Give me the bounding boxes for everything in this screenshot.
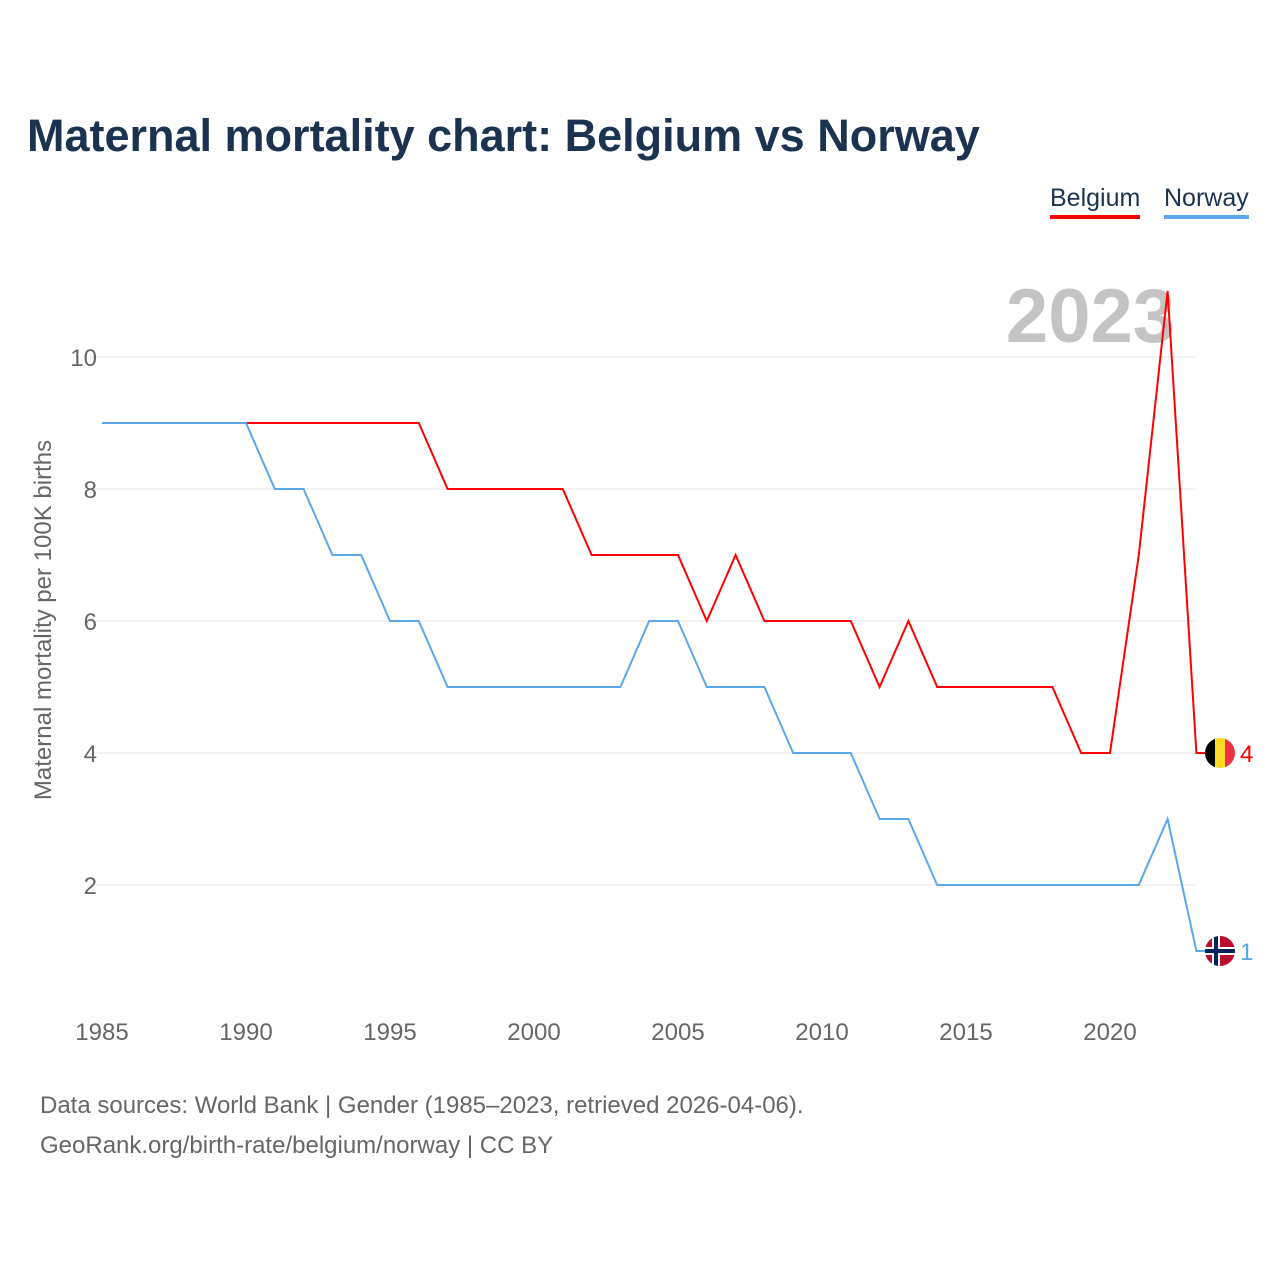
legend-norway[interactable]: Norway <box>1164 184 1249 219</box>
chart-title: Maternal mortality chart: Belgium vs Nor… <box>27 110 980 161</box>
source-line-2[interactable]: GeoRank.org/birth-rate/belgium/norway | … <box>40 1132 554 1159</box>
year-watermark: 2023 <box>1006 274 1175 359</box>
source-line-1: Data sources: World Bank | Gender (1985–… <box>40 1092 804 1119</box>
x-tick-label: 1985 <box>75 1019 128 1046</box>
y-tick-label: 2 <box>84 873 97 900</box>
x-tick-label: 2015 <box>939 1019 992 1046</box>
series-line-belgium <box>102 290 1207 754</box>
flag-belgium-icon <box>1205 738 1235 768</box>
x-tick-label: 2020 <box>1083 1019 1136 1046</box>
y-tick-label: 6 <box>84 609 97 636</box>
x-tick-label: 2010 <box>795 1019 848 1046</box>
series-line-norway <box>102 422 1207 952</box>
end-value-label: 1 <box>1240 939 1253 966</box>
y-tick-label: 8 <box>84 477 97 504</box>
x-tick-label: 2000 <box>507 1019 560 1046</box>
x-tick-label: 1990 <box>219 1019 272 1046</box>
x-tick-label: 2005 <box>651 1019 704 1046</box>
y-tick-label: 10 <box>70 345 97 372</box>
legend-belgium[interactable]: Belgium <box>1050 184 1141 219</box>
y-axis-label: Maternal mortality per 100K births <box>30 440 57 800</box>
source-note: Data sources: World Bank | Gender (1985–… <box>40 1086 804 1166</box>
x-tick-label: 1995 <box>363 1019 416 1046</box>
end-value-label: 4 <box>1240 741 1253 768</box>
y-tick-label: 4 <box>84 741 97 768</box>
flag-norway-icon <box>1205 936 1235 966</box>
